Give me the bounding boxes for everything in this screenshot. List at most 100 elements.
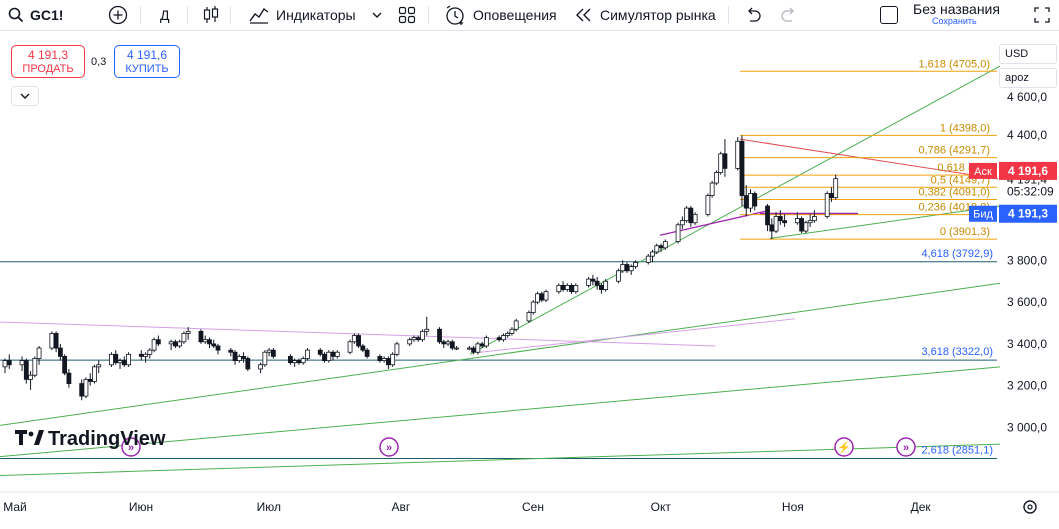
fullscreen-button[interactable]: [1034, 0, 1050, 30]
price-tag-box: [999, 204, 1057, 223]
redo-button[interactable]: [780, 0, 798, 30]
candle-body: [564, 284, 570, 290]
settings-gear-icon[interactable]: [1023, 500, 1037, 514]
candle-body: [334, 351, 340, 357]
candle-body: [305, 349, 310, 359]
candle-body: [411, 337, 417, 341]
candle-body: [483, 337, 489, 347]
trend-line[interactable]: [479, 318, 796, 353]
replay-button[interactable]: Симулятор рынка: [574, 0, 716, 30]
tradingview-logo-icon: [15, 430, 44, 445]
trend-line[interactable]: [0, 321, 716, 347]
candle-body: [326, 351, 332, 361]
candle-body: [83, 378, 89, 397]
undo-icon: [748, 7, 761, 22]
candle-body: [377, 356, 383, 361]
price-tag-value: 4 191,6: [1008, 164, 1048, 178]
layout-save-link[interactable]: Сохранить: [932, 16, 977, 26]
candle-body: [360, 345, 366, 351]
chart-background: [0, 31, 1059, 529]
candle-body: [241, 356, 246, 359]
candle-body: [228, 349, 234, 353]
trend-line[interactable]: [0, 443, 1001, 476]
event-marker-icon[interactable]: »: [896, 437, 916, 457]
templates-button[interactable]: [398, 0, 416, 30]
candle-body: [215, 345, 221, 351]
trend-line[interactable]: [0, 366, 1001, 458]
add-symbol-icon: [108, 5, 128, 25]
candle-body: [79, 383, 85, 397]
candle-body: [245, 358, 251, 370]
price-chart[interactable]: 4,618 (3792,9) 3,618 (3322,0) 2,618 (2851,…: [0, 31, 1059, 529]
candle-body: [258, 364, 264, 370]
indicators-button[interactable]: Индикаторы: [249, 0, 384, 30]
candle-body: [87, 378, 93, 382]
fib-level-label: 0,786 (4291,7): [918, 145, 990, 157]
horizontal-level-label: 3,618 (3322,0): [921, 346, 993, 358]
buy-button[interactable]: 4 191,6 КУПИТЬ: [114, 45, 180, 78]
replay-label: Симулятор рынка: [600, 7, 716, 23]
candle-body: [66, 372, 72, 384]
undo-button[interactable]: [744, 0, 762, 30]
candle-body: [168, 341, 174, 345]
layout-title[interactable]: Без названия: [913, 1, 1000, 17]
compare-symbol-button[interactable]: [108, 0, 128, 30]
candle-body: [155, 339, 161, 345]
candle-body: [415, 337, 421, 341]
candle-body: [292, 360, 298, 364]
trend-line[interactable]: [769, 205, 1001, 239]
templates-icon: [398, 6, 416, 24]
collapse-legend-button[interactable]: [11, 86, 39, 106]
trend-line[interactable]: [739, 138, 999, 180]
interval-button[interactable]: Д: [160, 0, 169, 30]
fib-level-label: 1,618 (4705,0): [918, 58, 990, 70]
symbol-search-button[interactable]: GC1!: [8, 0, 63, 30]
candle-body: [381, 358, 387, 361]
y-axis-tick-label: 3 000,0: [1007, 420, 1047, 434]
alerts-button[interactable]: Оповещения: [444, 0, 557, 30]
candle-body: [19, 360, 25, 366]
scale-mode-selector[interactable]: apoz: [999, 68, 1057, 88]
candle-body: [32, 358, 38, 376]
candle-body: [650, 251, 655, 257]
candle-body: [143, 353, 148, 357]
candle-body: [151, 339, 157, 351]
candle-body: [628, 266, 634, 272]
alerts-label: Оповещения: [473, 7, 557, 23]
candle-body: [466, 347, 472, 350]
event-marker-icon[interactable]: »: [121, 437, 141, 457]
candle-body: [53, 333, 59, 349]
candle-body: [96, 364, 102, 368]
candle-body: [654, 245, 660, 253]
alert-icon: [446, 5, 464, 25]
candle-body: [765, 205, 770, 226]
candle-body: [748, 193, 753, 209]
candle-body: [288, 356, 293, 364]
time-axis-tick-label: Июн: [129, 500, 153, 514]
candle-body: [113, 353, 119, 364]
time-axis-tick-label: Авг: [392, 500, 411, 514]
candle-body: [752, 193, 758, 207]
candle-body: [236, 356, 242, 361]
currency-selector[interactable]: USD: [999, 44, 1057, 64]
candle-body: [147, 349, 153, 355]
candle-body: [590, 278, 596, 282]
event-marker-icon[interactable]: »: [379, 437, 399, 457]
candle-body: [479, 343, 485, 347]
trend-line[interactable]: [0, 282, 1001, 426]
event-marker-icon[interactable]: ⚡: [834, 437, 854, 457]
time-axis[interactable]: Май Июн Июл Авг Сен Окт Ноя Дек: [0, 491, 1059, 514]
candle-body: [211, 343, 217, 347]
candle-body: [833, 178, 839, 199]
chart-type-button[interactable]: [202, 0, 220, 30]
sell-button[interactable]: 4 191,3 ПРОДАТЬ: [11, 45, 85, 78]
candle-body: [794, 218, 800, 224]
trend-line[interactable]: [469, 65, 1001, 355]
symbol-label: GC1!: [30, 7, 64, 23]
candle-body: [501, 335, 506, 341]
search-icon: [8, 7, 24, 23]
layout-checkbox[interactable]: [880, 6, 898, 24]
candle-body: [616, 270, 621, 282]
candle-body: [6, 360, 12, 366]
buy-label: КУПИТЬ: [125, 63, 169, 75]
